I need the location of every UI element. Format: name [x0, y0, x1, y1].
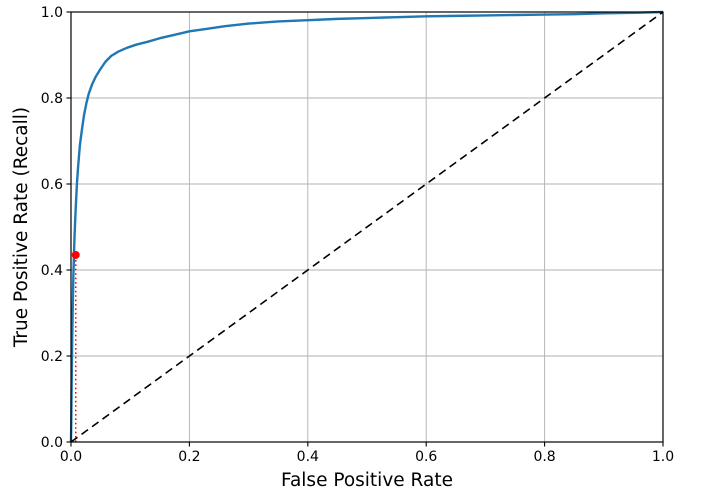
x-tick-label: 0.8 [533, 449, 555, 465]
x-tick-label: 0.2 [178, 449, 200, 465]
x-tick-label: 0.4 [297, 449, 319, 465]
y-tick-label: 0.0 [41, 435, 63, 451]
y-tick-label: 0.6 [41, 177, 63, 193]
y-tick-label: 1.0 [41, 5, 63, 21]
operating-point [71, 250, 80, 259]
y-axis-label: True Positive Rate (Recall) [11, 107, 32, 348]
x-tick-label: 1.0 [652, 449, 674, 465]
y-tick-label: 0.4 [41, 263, 63, 279]
chance-diagonal [70, 11, 664, 443]
roc-curve [69, 10, 664, 443]
y-tick-label: 0.8 [41, 91, 63, 107]
x-tick-label: 0.6 [415, 449, 437, 465]
y-tick-label: 0.2 [41, 349, 63, 365]
x-tick-label: 0.0 [60, 449, 82, 465]
x-axis-label: False Positive Rate [281, 470, 453, 491]
axes-spines [70, 11, 664, 443]
